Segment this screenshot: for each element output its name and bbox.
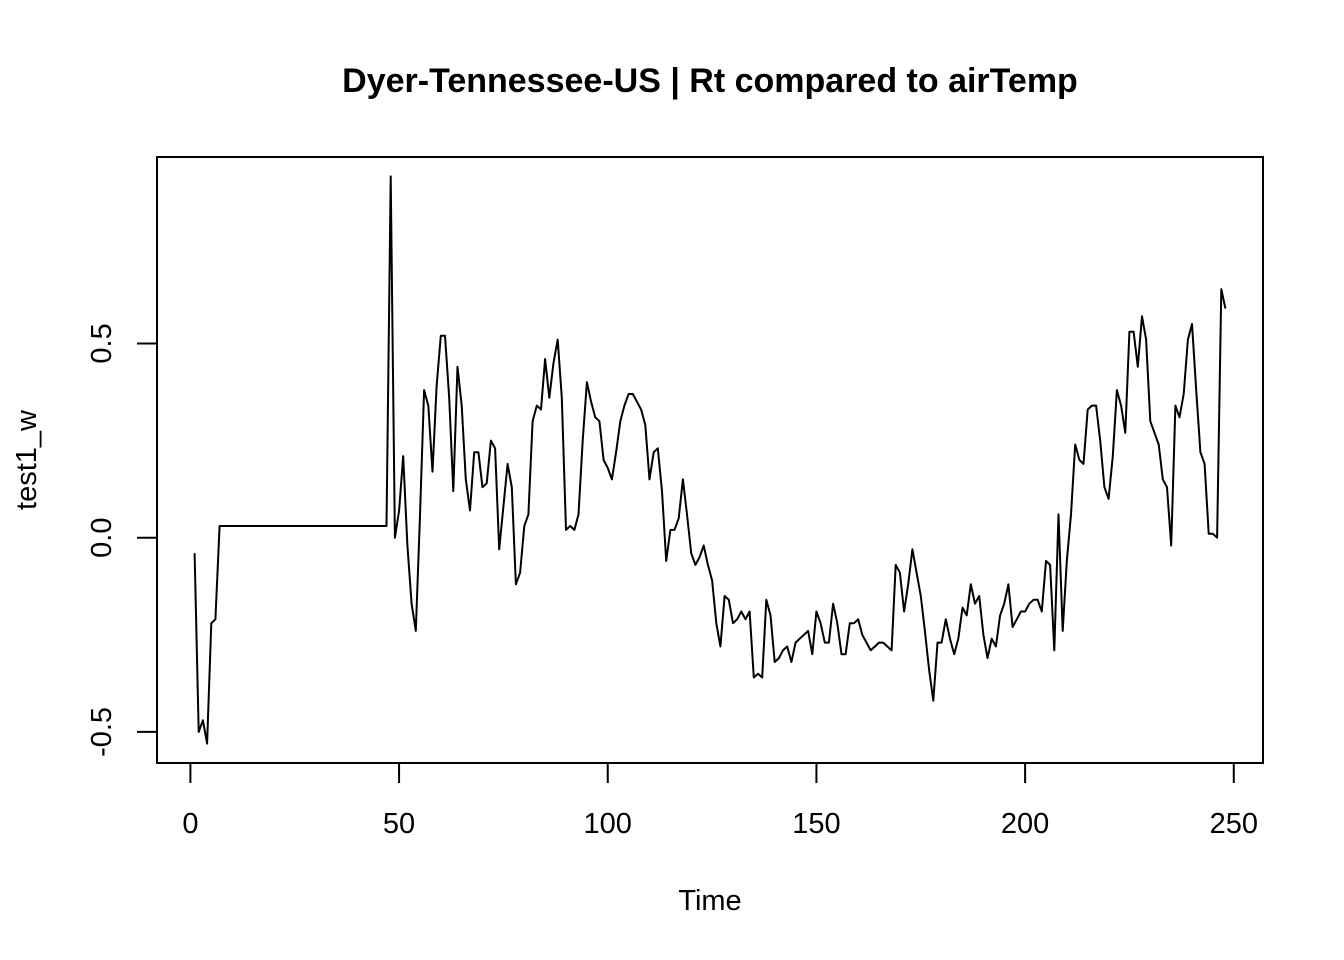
x-tick-label: 0 — [182, 808, 198, 840]
y-axis: -0.5 0.0 0.5 — [86, 323, 158, 757]
chart-title: Dyer-Tennessee-US | Rt compared to airTe… — [342, 62, 1078, 100]
x-axis: 0 50 100 150 200 250 — [182, 762, 1258, 840]
x-tick-label: 150 — [792, 808, 840, 840]
y-axis-label: test1_w — [11, 409, 43, 510]
y-tick-label: 0.5 — [86, 323, 118, 363]
x-axis-label: Time — [678, 885, 741, 917]
x-tick-label: 200 — [1001, 808, 1049, 840]
x-tick-label: 50 — [383, 808, 415, 840]
y-tick-label: 0.0 — [86, 518, 118, 558]
plot-frame — [156, 156, 1264, 764]
x-tick-label: 100 — [584, 808, 632, 840]
y-tick-label: -0.5 — [86, 707, 118, 757]
x-tick-label: 250 — [1210, 808, 1258, 840]
series-line — [193, 175, 1227, 745]
